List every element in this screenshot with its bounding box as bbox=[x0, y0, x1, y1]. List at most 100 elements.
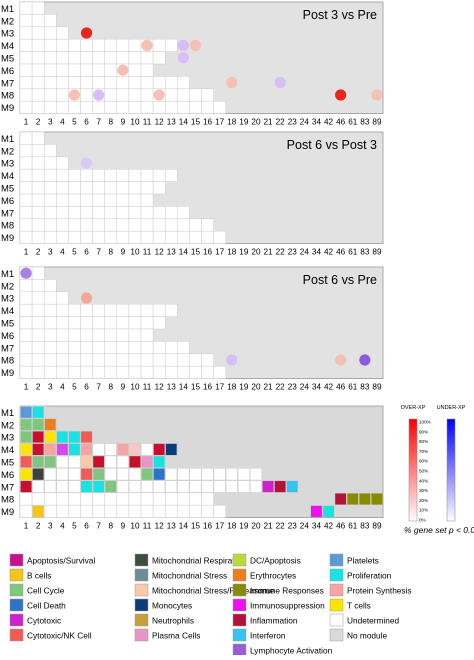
grid-cell bbox=[201, 230, 214, 244]
legend-label: Mitochondrial Stress/Proteasome bbox=[152, 586, 275, 596]
module-function-cell bbox=[80, 431, 93, 444]
colorbar-tick-label: 60% bbox=[419, 459, 428, 464]
grid-cell bbox=[31, 100, 45, 114]
grid-cell bbox=[31, 218, 45, 232]
grid-cell bbox=[43, 492, 57, 506]
grid-cell bbox=[128, 230, 142, 244]
grid-cell bbox=[68, 51, 81, 65]
grid-cell bbox=[31, 193, 45, 207]
legend-swatch bbox=[9, 598, 24, 612]
grid-cell bbox=[80, 218, 93, 232]
grid-cell bbox=[164, 303, 178, 317]
row-label: M7 bbox=[1, 343, 14, 354]
row-label: M5 bbox=[1, 319, 14, 330]
grid-cell bbox=[43, 63, 57, 77]
legend-swatch bbox=[329, 568, 344, 582]
column-label: 20 bbox=[251, 248, 261, 257]
grid-cell bbox=[92, 328, 105, 342]
module-function-cell bbox=[225, 480, 238, 493]
grid-cell bbox=[56, 218, 69, 232]
grid-cell bbox=[43, 206, 57, 220]
grid-cell bbox=[19, 291, 33, 305]
grid-cell bbox=[152, 353, 166, 367]
module-function-cell bbox=[44, 431, 57, 444]
row-label: M6 bbox=[1, 66, 14, 77]
grid-cell bbox=[152, 303, 166, 317]
significance-dot bbox=[189, 39, 202, 52]
grid-cell bbox=[43, 341, 57, 355]
grid-cell bbox=[116, 76, 130, 90]
module-function-cell bbox=[201, 480, 214, 493]
module-function-cell bbox=[20, 443, 32, 456]
legend-swatch bbox=[232, 583, 247, 597]
grid-cell bbox=[92, 168, 105, 182]
grid-cell bbox=[128, 303, 142, 317]
column-label: 12 bbox=[155, 118, 165, 127]
module-function-cell bbox=[32, 443, 45, 456]
module-function-cell bbox=[189, 468, 202, 481]
grid-cell bbox=[19, 181, 33, 195]
column-label: 8 bbox=[108, 248, 113, 257]
significance-dot bbox=[20, 267, 32, 279]
grid-cell bbox=[177, 100, 190, 114]
row-label: M2 bbox=[1, 146, 14, 157]
grid-cell bbox=[128, 316, 142, 330]
grid-cell bbox=[140, 303, 154, 317]
column-label: 5 bbox=[72, 383, 77, 392]
grid-cell bbox=[116, 100, 130, 114]
grid-cell bbox=[201, 100, 214, 114]
module-function-cell bbox=[104, 480, 117, 493]
panel-title: Post 3 vs Pre bbox=[303, 8, 377, 22]
column-label: 15 bbox=[191, 522, 201, 531]
significance-dot bbox=[93, 89, 105, 101]
grid-cell bbox=[92, 341, 105, 355]
significance-dot bbox=[68, 89, 81, 101]
column-label: 5 bbox=[72, 248, 77, 257]
grid-cell bbox=[164, 492, 178, 506]
module-function-cell bbox=[116, 455, 129, 468]
grid-cell bbox=[177, 230, 190, 244]
column-label: 42 bbox=[324, 118, 334, 127]
colorbar-legend: OVER-XP UNDER-XP 100% 90% 80% 70% 60% 50% 40% 30%… bbox=[401, 405, 474, 535]
legend-swatch bbox=[329, 613, 344, 627]
legend-label: DC/Apoptosis bbox=[250, 556, 301, 566]
grid-cell bbox=[68, 206, 81, 220]
grid-cell bbox=[68, 492, 81, 506]
grid-cell bbox=[56, 63, 69, 77]
grid-cell bbox=[43, 88, 57, 102]
grid-cell bbox=[68, 353, 81, 367]
column-label: 42 bbox=[324, 248, 334, 257]
row-label: M8 bbox=[1, 91, 14, 102]
grid-cell bbox=[31, 316, 45, 330]
grid-cell bbox=[128, 63, 142, 77]
grid-cell bbox=[92, 63, 105, 77]
grid-cell bbox=[164, 218, 178, 232]
grid-cell bbox=[152, 100, 166, 114]
grid-cell bbox=[140, 51, 154, 65]
grid-cell bbox=[128, 168, 142, 182]
grid-cell bbox=[116, 38, 130, 52]
module-function-cell bbox=[346, 493, 359, 506]
legend-swatch bbox=[134, 628, 149, 642]
column-label: 34 bbox=[312, 522, 322, 531]
grid-cell bbox=[164, 88, 178, 102]
grid-cell bbox=[19, 303, 33, 317]
column-label: 16 bbox=[203, 248, 213, 257]
grid-cell bbox=[56, 156, 69, 170]
significance-dot bbox=[226, 354, 238, 366]
column-label: 46 bbox=[336, 383, 346, 392]
column-label: 10 bbox=[130, 248, 140, 257]
significance-dot bbox=[153, 89, 165, 101]
grid-cell bbox=[189, 88, 202, 102]
grid-cell bbox=[140, 316, 154, 330]
colorbar-tick-label: 90% bbox=[419, 429, 428, 434]
column-label: 1 bbox=[24, 118, 29, 127]
column-label: 15 bbox=[191, 383, 201, 392]
row-label: M4 bbox=[1, 171, 14, 182]
row-label: M1 bbox=[1, 134, 14, 145]
row-label: M5 bbox=[1, 184, 14, 195]
significance-dot bbox=[177, 39, 189, 52]
column-label: 21 bbox=[263, 522, 273, 531]
column-label: 4 bbox=[60, 248, 65, 257]
module-function-cell bbox=[250, 468, 262, 481]
